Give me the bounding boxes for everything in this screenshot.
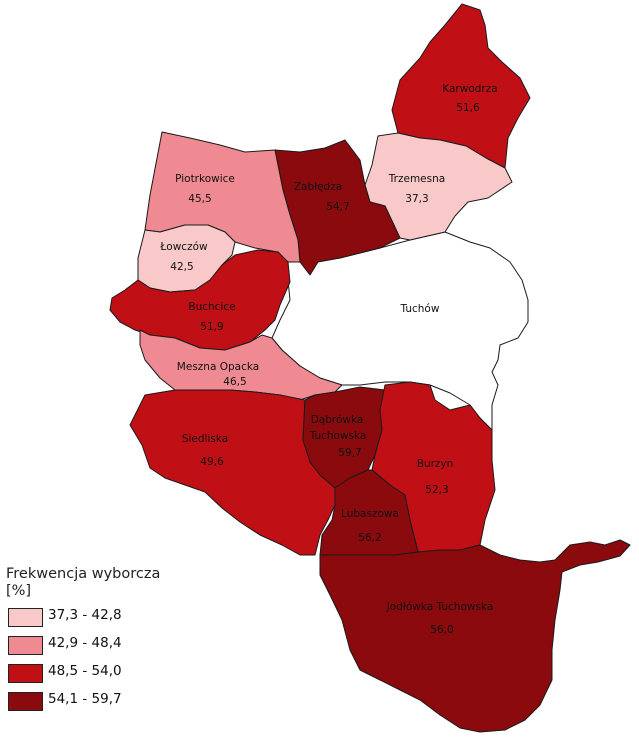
map-legend: Frekwencja wyborcza [%] 37,3 - 42,8 42,9…: [6, 566, 206, 718]
region-siedliska[interactable]: [129, 389, 336, 556]
label-siedliska-name: Siedliska: [182, 433, 228, 445]
label-meszna-opacka-name: Meszna Opacka: [177, 361, 259, 373]
legend-class-3: 48,5 - 54,0: [6, 662, 206, 690]
legend-unit: [%]: [6, 583, 32, 599]
label-dabrowka-value: 59,7: [338, 447, 361, 459]
label-buchcice-value: 51,9: [200, 321, 223, 333]
label-zabledza-value: 54,7: [326, 201, 349, 213]
label-piotrkowice-value: 45,5: [188, 193, 211, 205]
legend-range: 48,5 - 54,0: [48, 663, 122, 679]
region-jodlowka-tuchowska[interactable]: [319, 539, 631, 733]
label-lowczow-value: 42,5: [170, 261, 193, 273]
label-lubaszowa-value: 56,2: [358, 532, 381, 544]
label-lowczow-name: Łowczów: [159, 241, 208, 253]
label-siedliska-value: 49,6: [200, 456, 224, 468]
legend-title: Frekwencja wyborcza: [6, 566, 161, 582]
label-burzyn-name: Burzyn: [417, 458, 454, 470]
label-zabledza-name: Zabłędza: [294, 181, 342, 193]
label-lubaszowa-name: Lubaszowa: [341, 508, 399, 520]
label-karwodrza-name: Karwodrza: [442, 83, 497, 95]
label-piotrkowice-name: Piotrkowice: [175, 173, 235, 185]
label-buchcice-name: Buchcice: [188, 301, 235, 313]
label-dabrowka-name-1: Dąbrówka: [311, 414, 364, 426]
label-dabrowka-name-2: Tuchowska: [309, 430, 367, 442]
legend-class-2: 42,9 - 48,4: [6, 634, 206, 662]
label-burzyn-value: 52,3: [425, 484, 448, 496]
legend-swatch: [8, 608, 43, 627]
legend-range: 54,1 - 59,7: [48, 691, 122, 707]
label-jodlowka-name: Jodłówka Tuchowska: [386, 601, 494, 613]
label-jodlowka-value: 56,0: [430, 624, 453, 636]
legend-class-1: 37,3 - 42,8: [6, 606, 206, 634]
legend-class-4: 54,1 - 59,7: [6, 690, 206, 718]
region-meszna-opacka[interactable]: [139, 329, 343, 401]
legend-swatch: [8, 664, 43, 683]
label-meszna-opacka-value: 46,5: [223, 376, 246, 388]
legend-range: 42,9 - 48,4: [48, 635, 122, 651]
label-karwodrza-value: 51,6: [456, 102, 480, 114]
legend-range: 37,3 - 42,8: [48, 607, 122, 623]
label-trzemesna-name: Trzemesna: [388, 173, 445, 185]
legend-swatch: [8, 636, 43, 655]
legend-swatch: [8, 692, 43, 711]
region-buchcice[interactable]: [109, 249, 291, 351]
label-trzemesna-value: 37,3: [405, 193, 428, 205]
label-tuchow-name: Tuchów: [400, 303, 440, 315]
